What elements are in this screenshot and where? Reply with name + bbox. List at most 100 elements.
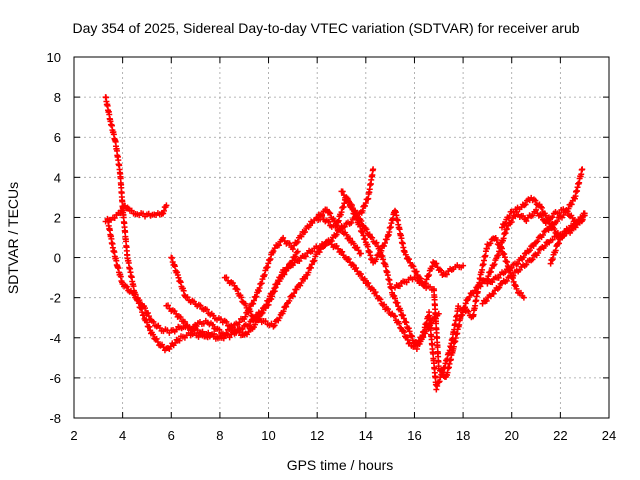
- y-tick-label: 2: [54, 210, 61, 225]
- data-point: [423, 276, 430, 283]
- data-point: [271, 285, 278, 292]
- data-point: [305, 269, 312, 276]
- data-point: [579, 216, 586, 223]
- data-point: [146, 323, 153, 330]
- series-track-m: [499, 194, 564, 241]
- data-point: [319, 211, 326, 218]
- data-point: [302, 228, 309, 235]
- data-point: [242, 313, 249, 320]
- data-point: [350, 240, 357, 247]
- data-point: [236, 329, 243, 336]
- data-point: [365, 280, 372, 287]
- data-point: [465, 308, 472, 315]
- data-point: [568, 201, 575, 208]
- data-point: [275, 242, 282, 249]
- data-point: [490, 290, 497, 297]
- data-point: [302, 253, 309, 260]
- y-tick-label: -6: [49, 371, 61, 386]
- data-point: [347, 235, 354, 242]
- data-point: [406, 328, 413, 335]
- data-point: [274, 281, 281, 288]
- data-point: [209, 321, 216, 328]
- data-point: [533, 206, 540, 213]
- data-point: [439, 368, 446, 375]
- data-point: [487, 240, 494, 247]
- data-point: [296, 258, 303, 265]
- data-point: [396, 320, 403, 327]
- data-point: [223, 274, 230, 281]
- data-point: [510, 272, 517, 279]
- data-point: [434, 382, 441, 389]
- data-point: [503, 277, 510, 284]
- data-point: [286, 297, 293, 304]
- data-point: [565, 205, 572, 212]
- data-point: [223, 318, 230, 325]
- data-point: [381, 240, 388, 247]
- data-point: [153, 335, 160, 342]
- data-point: [310, 258, 317, 265]
- x-tick-label: 4: [119, 428, 126, 443]
- data-point: [226, 334, 233, 341]
- data-point: [289, 246, 296, 253]
- data-point: [150, 331, 157, 338]
- data-point: [402, 251, 409, 258]
- data-point: [293, 239, 300, 246]
- data-point: [311, 257, 318, 264]
- data-point: [270, 323, 277, 330]
- data-point: [487, 268, 494, 275]
- data-point: [426, 272, 433, 278]
- data-point: [392, 295, 398, 302]
- data-point: [359, 207, 366, 214]
- data-point: [359, 228, 366, 235]
- data-point: [270, 288, 277, 295]
- data-point: [123, 283, 130, 290]
- data-point: [252, 321, 259, 328]
- data-point: [523, 218, 530, 225]
- data-point: [401, 329, 408, 336]
- data-point: [262, 304, 269, 311]
- data-point: [520, 254, 527, 261]
- data-point: [348, 202, 355, 209]
- data-point: [335, 245, 342, 252]
- data-point: [429, 263, 436, 270]
- data-point: [523, 261, 530, 268]
- data-point: [381, 243, 388, 250]
- x-tick-label: 12: [310, 428, 324, 443]
- y-tick-label: 6: [54, 130, 61, 145]
- plot-frame: [73, 56, 610, 419]
- x-tick-label: 10: [261, 428, 275, 443]
- data-point: [316, 249, 323, 256]
- data-point: [286, 240, 293, 247]
- y-tick-label: -4: [49, 331, 61, 346]
- data-point: [160, 207, 167, 214]
- data-point: [343, 194, 350, 201]
- data-point: [354, 210, 361, 217]
- series-track-i: [392, 206, 586, 380]
- data-point: [333, 231, 340, 238]
- data-point: [413, 274, 420, 281]
- data-point: [502, 220, 509, 227]
- x-tick-label: 6: [168, 428, 175, 443]
- data-point: [370, 166, 377, 173]
- data-point: [341, 223, 348, 230]
- y-tick-label: -8: [49, 411, 61, 426]
- series-track-g: [314, 194, 467, 289]
- data-point: [358, 217, 365, 224]
- data-point: [353, 264, 360, 271]
- data-point: [551, 226, 558, 233]
- data-point: [176, 337, 183, 344]
- data-point: [172, 339, 179, 346]
- data-point: [247, 308, 254, 315]
- data-point: [359, 222, 366, 229]
- chart-title: Day 354 of 2025, Sidereal Day-to-day VTE…: [72, 20, 579, 36]
- data-point: [291, 290, 298, 297]
- data-point: [124, 204, 131, 211]
- data-point: [549, 236, 556, 243]
- data-point: [513, 285, 520, 292]
- data-point: [405, 325, 412, 332]
- x-tick-label: 14: [359, 428, 373, 443]
- data-point: [460, 262, 467, 269]
- data-point: [355, 247, 362, 254]
- data-point: [111, 215, 118, 222]
- data-point: [435, 379, 442, 386]
